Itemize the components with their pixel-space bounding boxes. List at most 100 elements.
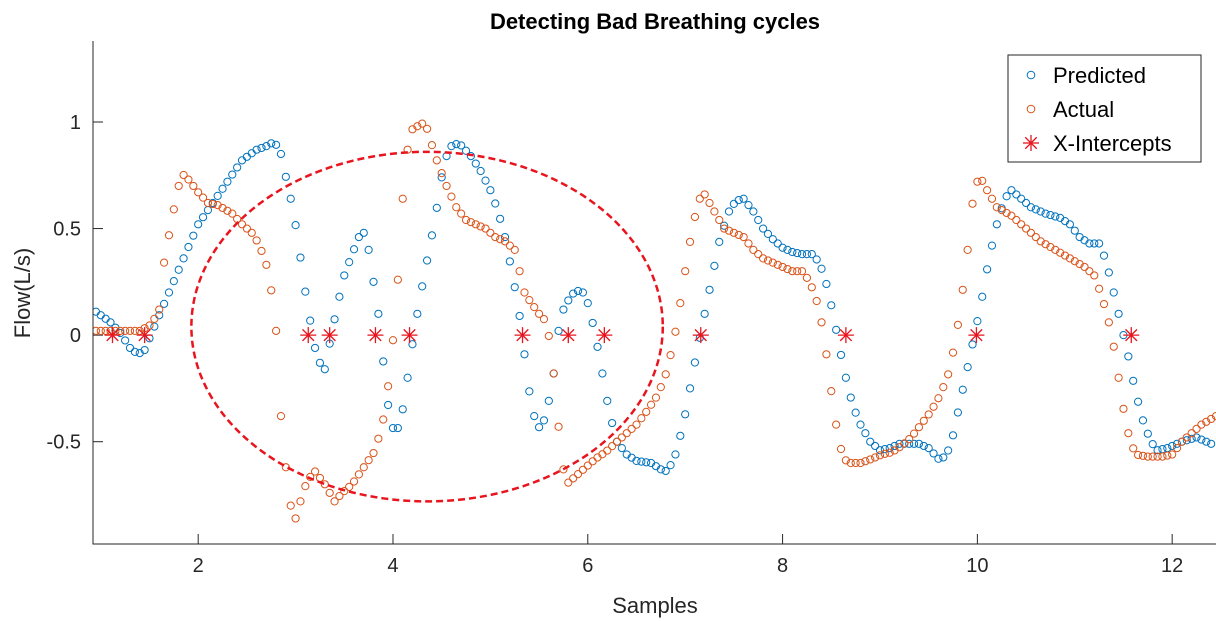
actual-point <box>432 156 441 165</box>
actual-point <box>515 267 524 276</box>
actual-point <box>656 383 665 392</box>
predicted-point <box>944 446 953 455</box>
predicted-point <box>447 142 456 151</box>
predicted-point <box>690 358 700 367</box>
actual-point <box>530 303 539 312</box>
actual-point <box>145 321 154 330</box>
actual-point <box>272 326 281 335</box>
actual-point <box>461 215 471 225</box>
predicted-point <box>554 326 563 335</box>
actual-point <box>1192 424 1201 434</box>
actual-point <box>384 382 393 391</box>
predicted-point <box>705 285 714 294</box>
actual-point <box>710 207 719 216</box>
predicted-point <box>778 243 787 252</box>
actual-point <box>125 326 135 335</box>
predicted-point <box>310 343 320 353</box>
actual-point <box>1085 267 1094 276</box>
predicted-point <box>963 362 972 372</box>
predicted-point <box>1007 186 1016 195</box>
predicted-point <box>121 336 130 345</box>
actual-point <box>349 477 359 486</box>
predicted-point <box>461 146 471 155</box>
actual-point <box>393 275 402 284</box>
actual-point <box>583 461 592 470</box>
predicted-point <box>1114 309 1123 318</box>
predicted-point <box>466 151 476 161</box>
actual-point <box>1143 452 1152 461</box>
predicted-point <box>788 247 797 257</box>
actual-point <box>1017 220 1026 229</box>
actual-point <box>510 245 519 254</box>
actual-point <box>924 410 933 419</box>
actual-point <box>1065 254 1075 263</box>
actual-point <box>218 203 227 213</box>
actual-point <box>1158 452 1167 461</box>
predicted-point <box>720 221 729 230</box>
x-tick-label: 12 <box>1161 555 1183 577</box>
actual-point <box>1202 417 1211 426</box>
x-tick-label: 6 <box>582 555 593 577</box>
legend-marker-actual <box>1026 104 1036 114</box>
actual-point <box>822 350 831 359</box>
predicted-point <box>340 271 349 280</box>
predicted-point <box>1099 251 1109 260</box>
predicted-point <box>939 453 948 462</box>
actual-point <box>564 478 573 487</box>
actual-point <box>340 487 349 496</box>
predicted-point <box>481 176 490 185</box>
predicted-point <box>374 309 383 318</box>
actual-point <box>301 482 310 491</box>
annotation-layer <box>190 150 665 503</box>
actual-point <box>900 439 909 448</box>
predicted-point <box>491 199 500 208</box>
predicted-point <box>140 345 149 355</box>
actual-point <box>354 470 363 479</box>
predicted-point <box>909 439 919 448</box>
legend: Predicted Actual X-Intercepts <box>1007 54 1202 163</box>
actual-point <box>1026 228 1036 237</box>
actual-point <box>724 226 734 235</box>
actual-point <box>252 236 261 245</box>
predicted-point <box>1129 376 1138 385</box>
actual-point <box>914 423 924 432</box>
actual-point <box>983 186 992 195</box>
predicted-point <box>934 454 943 463</box>
actual-point <box>729 228 738 237</box>
predicted-point <box>617 443 626 453</box>
predicted-point <box>116 328 125 338</box>
predicted-point <box>476 166 485 176</box>
actual-point <box>685 237 695 246</box>
predicted-point <box>1207 439 1216 448</box>
actual-point <box>905 435 914 444</box>
y-tick-label: 0 <box>70 325 81 347</box>
actual-point <box>642 407 651 416</box>
actual-point <box>1056 248 1065 257</box>
predicted-point <box>1124 352 1133 361</box>
predicted-point <box>432 203 441 212</box>
actual-point <box>1046 242 1055 252</box>
predicted-point <box>306 316 315 325</box>
x-intercept-point <box>560 327 577 344</box>
actual-point <box>242 224 251 233</box>
actual-point <box>1133 450 1143 460</box>
predicted-point <box>598 369 607 378</box>
actual-point <box>96 326 105 335</box>
actual-point <box>827 387 836 396</box>
actual-point <box>1177 437 1187 446</box>
predicted-point <box>793 248 802 258</box>
predicted-point <box>1197 435 1206 444</box>
predicted-point <box>505 257 514 266</box>
predicted-point <box>359 228 368 237</box>
actual-point <box>174 181 183 191</box>
predicted-point <box>335 292 344 301</box>
actual-point <box>875 451 885 460</box>
predicted-point <box>330 315 339 324</box>
predicted-point <box>379 357 388 366</box>
actual-point <box>812 296 821 306</box>
predicted-point <box>320 365 329 374</box>
actual-point <box>525 296 534 305</box>
predicted-point <box>515 311 524 321</box>
actual-point <box>836 444 846 454</box>
actual-point <box>539 315 549 324</box>
